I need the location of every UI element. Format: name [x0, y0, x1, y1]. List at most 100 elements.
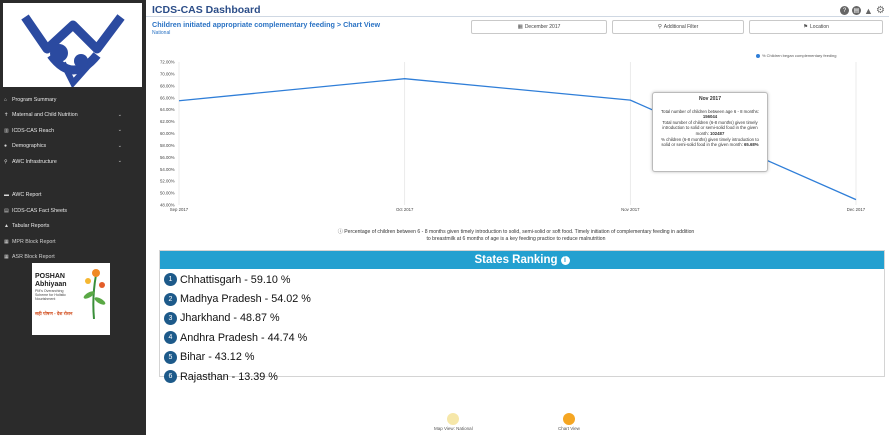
y-tick-label: 50.00%: [160, 191, 175, 196]
ranking-item: 2 Madhya Pradesh - 54.02 %: [164, 289, 884, 308]
chevron-down-icon: ⌄: [117, 127, 122, 133]
info-icon: ⓘ: [337, 229, 343, 235]
page-title: Children initiated appropriate complemen…: [152, 20, 381, 29]
map-pin-icon: ⚑: [803, 24, 809, 30]
users-icon: ●: [4, 143, 8, 150]
x-tick-label: Nov 2017: [621, 207, 640, 212]
rank-badge: 1: [164, 273, 177, 287]
y-tick-label: 56.00%: [160, 155, 175, 160]
print-icon[interactable]: ▤: [852, 6, 861, 15]
sidebar-item-label: Demographics: [12, 143, 47, 150]
chart-view-dot: [562, 413, 575, 425]
sidebar-item-awc-report[interactable]: ▬ AWC Report: [0, 188, 146, 204]
x-tick-label: Sep 2017: [170, 207, 189, 212]
ranking-item-text: Madhya Pradesh - 54.02 %: [180, 293, 311, 306]
settings-icon[interactable]: ⚙: [876, 5, 885, 16]
building-icon: ⚲: [4, 158, 8, 165]
y-tick-label: 52.00%: [160, 179, 175, 184]
ranking-item: 3 Jharkhand - 48.87 %: [164, 309, 884, 328]
table-icon: ▲: [4, 223, 9, 230]
sidebar-item-fact-sheets[interactable]: ▤ ICDS-CAS Fact Sheets: [0, 203, 146, 219]
chart-tooltip: Nov 2017 Total number of children betwee…: [652, 92, 768, 172]
ranking-item: 1 Chhattisgarh - 59.10 %: [164, 270, 884, 289]
sidebar-item-label: AWC Report: [12, 192, 42, 199]
ranking-list: 1 Chhattisgarh - 59.10 % 2 Madhya Pradesh -…: [160, 269, 884, 386]
map-view-toggle[interactable]: Map View: National: [434, 413, 473, 431]
chevron-down-icon: ⌄: [117, 158, 122, 164]
poshan-abhiyaan-logo: POSHAN Abhiyaan PM's Overarching Scheme …: [32, 263, 110, 335]
app-title: ICDS-CAS Dashboard: [152, 4, 261, 16]
family-logo-icon: [21, 14, 125, 89]
poshan-title: POSHAN Abhiyaan: [35, 273, 67, 288]
y-tick-label: 60.00%: [160, 131, 175, 136]
rank-badge: 5: [164, 350, 177, 364]
sidebar-item-label: MPR Block Report: [12, 238, 56, 245]
x-tick-label: Oct 2017: [396, 207, 414, 212]
poshan-subtitle: PM's Overarching Scheme for Holistic Nou…: [35, 289, 66, 302]
additional-filter-button[interactable]: ⚲ Additional Filter: [612, 20, 744, 34]
ranking-item: 4 Andhra Pradesh - 44.74 %: [164, 328, 884, 347]
y-tick-label: 66.00%: [160, 95, 175, 100]
sidebar-item-mpr-block-report[interactable]: ▦ MPR Block Report: [0, 234, 146, 250]
sidebar-item-label: Program Summary: [12, 96, 57, 103]
chart-view-toggle[interactable]: Chart View: [558, 413, 580, 431]
sidebar-item-asr-block-report[interactable]: ▦ ASR Block Report: [0, 250, 146, 266]
rank-badge: 2: [164, 292, 177, 306]
location-filter-button[interactable]: ⚑ Location: [749, 20, 883, 34]
sidebar-item-demographics[interactable]: ● Demographics ⌄: [0, 139, 146, 155]
sidebar-item-label: Maternal and Child Nutrition: [12, 112, 78, 119]
ranking-item: 5 Bihar - 43.12 %: [164, 348, 884, 367]
report-icon: ▬: [4, 192, 9, 199]
report-icon: ▦: [4, 238, 9, 245]
chart-legend[interactable]: % Children began complementary feeding: [756, 53, 837, 58]
rank-badge: 3: [164, 311, 177, 325]
ranking-item-text: Chhattisgarh - 59.10 %: [180, 273, 291, 286]
line-chart: 72.00% 70.00% 68.00% 66.00% 64.00% 62.00% 60.0…: [160, 60, 866, 213]
location-level: National: [152, 30, 171, 36]
calendar-icon: ▦: [517, 24, 523, 30]
y-tick-label: 58.00%: [160, 143, 175, 148]
sidebar-item-label: Tabular Reports: [12, 223, 50, 230]
y-tick-label: 64.00%: [160, 107, 175, 112]
factsheet-icon: ▤: [4, 207, 9, 214]
ranking-item: 6 Rajasthan - 13.39 %: [164, 367, 884, 386]
nutrition-icon: ✝: [4, 112, 9, 119]
sidebar-item-program-summary[interactable]: ⌂ Program Summary: [0, 92, 146, 108]
month-filter-button[interactable]: ▦ December 2017: [471, 20, 607, 34]
sidebar-item-awc-infrastructure[interactable]: ⚲ AWC Infrastructure ⌄: [0, 154, 146, 170]
y-tick-label: 62.00%: [160, 119, 175, 124]
icds-logo: [3, 3, 142, 89]
sidebar-item-label: ICDS-CAS Reach: [12, 127, 55, 134]
ranking-item-text: Rajasthan - 13.39 %: [180, 370, 278, 383]
help-icon[interactable]: ?: [840, 6, 849, 15]
home-icon: ⌂: [4, 96, 8, 103]
y-tick-label: 72.00%: [160, 60, 175, 65]
rank-badge: 4: [164, 331, 177, 345]
main-content: ICDS-CAS Dashboard ? ▤ ▲ ⚙ Children init…: [146, 0, 889, 435]
ranking-item-text: Andhra Pradesh - 44.74 %: [180, 331, 308, 344]
sidebar-item-label: ICDS-CAS Fact Sheets: [12, 207, 68, 214]
sidebar-item-label: AWC Infrastructure: [12, 158, 57, 165]
ranking-item-text: Jharkhand - 48.87 %: [180, 312, 280, 325]
search-icon: ⚲: [657, 24, 662, 30]
sidebar-item-maternal-child-nutrition[interactable]: ✝ Maternal and Child Nutrition ⌄: [0, 108, 146, 124]
plant-icon: [83, 269, 106, 319]
alert-icon[interactable]: ▲: [864, 5, 873, 16]
ranking-item-text: Bihar - 43.12 %: [180, 351, 255, 364]
sidebar-item-label: ASR Block Report: [12, 254, 55, 261]
sidebar-nav: ⌂ Program Summary ✝ Maternal and Child N…: [0, 92, 146, 265]
map-view-dot: [447, 413, 460, 425]
y-tick-label: 68.00%: [160, 83, 175, 88]
sidebar-item-tabular-reports[interactable]: ▲ Tabular Reports: [0, 219, 146, 235]
states-ranking-header: States Ranking i: [160, 251, 884, 269]
y-tick-label: 54.00%: [160, 167, 175, 172]
chart-footnote: ⓘ Percentage of children between 6 - 8 m…: [337, 229, 695, 242]
x-tick-label: Dec 2017: [847, 207, 866, 212]
sidebar: ⌂ Program Summary ✝ Maternal and Child N…: [0, 0, 146, 435]
info-icon[interactable]: i: [560, 255, 570, 265]
rank-badge: 6: [164, 370, 177, 384]
report-icon: ▦: [4, 254, 9, 261]
legend-label: % Children began complementary feeding: [762, 53, 837, 58]
y-tick-label: 70.00%: [160, 71, 175, 76]
sidebar-item-icds-cas-reach[interactable]: ▥ ICDS-CAS Reach ⌄: [0, 123, 146, 139]
